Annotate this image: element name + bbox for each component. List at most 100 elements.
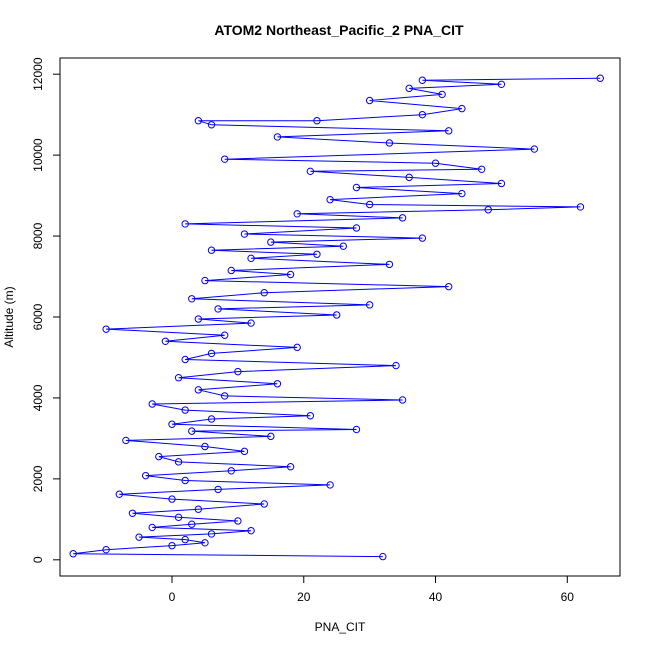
data-point xyxy=(128,509,137,517)
data-point xyxy=(286,270,295,279)
data-point xyxy=(174,458,183,466)
data-point xyxy=(207,415,216,423)
data-point xyxy=(458,189,466,198)
data-point xyxy=(234,367,242,376)
chart-title: ATOM2 Northeast_Pacific_2 PNA_CIT xyxy=(214,22,464,38)
data-point xyxy=(458,104,466,113)
data-point xyxy=(148,400,156,408)
data-point xyxy=(365,200,374,209)
data-point xyxy=(207,530,216,538)
y-tick-label: 0 xyxy=(31,556,45,563)
x-axis: 0 20 40 60 xyxy=(169,575,575,604)
data-point xyxy=(418,110,427,119)
data-point xyxy=(352,224,361,232)
data-point xyxy=(398,214,407,222)
data-point xyxy=(181,406,189,414)
data-point xyxy=(418,234,427,242)
x-tick-label: 60 xyxy=(561,590,575,604)
data-point xyxy=(477,165,486,173)
x-axis-label: PNA_CIT xyxy=(315,620,366,634)
data-point xyxy=(207,121,216,129)
data-point xyxy=(181,220,189,228)
data-point xyxy=(445,282,453,291)
data-point xyxy=(273,133,282,141)
data-point xyxy=(431,159,440,167)
data-point xyxy=(260,500,268,508)
data-point xyxy=(352,183,361,192)
data-point xyxy=(247,319,255,327)
data-point xyxy=(267,238,275,246)
y-tick-label: 12000 xyxy=(31,57,45,91)
data-point xyxy=(352,425,361,434)
data-point xyxy=(181,476,189,485)
data-point xyxy=(168,541,176,550)
data-point xyxy=(339,242,347,250)
data-point xyxy=(398,396,407,404)
data-point xyxy=(188,520,196,528)
data-point xyxy=(385,139,394,147)
x-tick-label: 20 xyxy=(297,590,311,604)
data-point xyxy=(445,127,453,135)
data-point xyxy=(365,96,374,105)
data-point xyxy=(181,535,189,544)
data-point xyxy=(405,84,413,93)
data-point xyxy=(194,117,203,125)
data-point xyxy=(530,145,539,153)
data-point xyxy=(234,517,242,525)
data-point xyxy=(168,420,176,428)
data-point xyxy=(227,467,235,475)
y-tick-label: 8000 xyxy=(31,222,45,249)
data-point xyxy=(497,179,506,188)
data-point xyxy=(438,90,446,99)
data-point xyxy=(240,230,249,238)
data-point xyxy=(214,305,222,313)
data-point xyxy=(174,513,183,522)
data-point xyxy=(293,343,301,352)
data-point xyxy=(240,447,249,456)
data-point xyxy=(497,80,506,89)
data-point xyxy=(306,167,315,176)
data-point xyxy=(102,545,110,554)
data-point xyxy=(122,436,130,445)
data-point xyxy=(227,266,235,275)
data-point xyxy=(102,325,110,333)
series-layer xyxy=(69,74,604,561)
data-point xyxy=(141,471,150,480)
y-tick-label: 10000 xyxy=(31,138,45,172)
data-point xyxy=(576,203,585,211)
data-point xyxy=(194,505,203,513)
data-point xyxy=(379,552,387,561)
data-point xyxy=(221,331,229,339)
data-point xyxy=(188,295,196,303)
data-point xyxy=(313,250,321,258)
data-point xyxy=(115,490,123,498)
data-point xyxy=(392,361,400,370)
data-point xyxy=(596,74,604,82)
data-point xyxy=(273,380,282,388)
data-point xyxy=(161,337,170,345)
data-point xyxy=(286,463,295,471)
data-point xyxy=(155,452,163,461)
plot-frame xyxy=(59,57,621,577)
data-point xyxy=(365,301,374,309)
y-tick-label: 2000 xyxy=(31,465,45,492)
series-line xyxy=(73,77,601,558)
data-point xyxy=(135,533,143,541)
x-tick-label: 0 xyxy=(169,590,176,604)
data-point xyxy=(221,392,229,400)
data-point xyxy=(247,526,255,535)
data-point xyxy=(188,427,196,435)
data-point xyxy=(214,485,222,494)
data-point xyxy=(385,260,394,269)
data-point xyxy=(174,374,183,382)
data-point xyxy=(326,195,334,204)
y-axis-label: Altitude (m) xyxy=(2,286,16,347)
data-point xyxy=(293,210,301,218)
data-point xyxy=(221,155,229,163)
data-point xyxy=(194,386,203,394)
data-point xyxy=(260,289,268,297)
data-point xyxy=(267,432,275,441)
data-point xyxy=(207,349,216,358)
data-point xyxy=(201,442,209,451)
